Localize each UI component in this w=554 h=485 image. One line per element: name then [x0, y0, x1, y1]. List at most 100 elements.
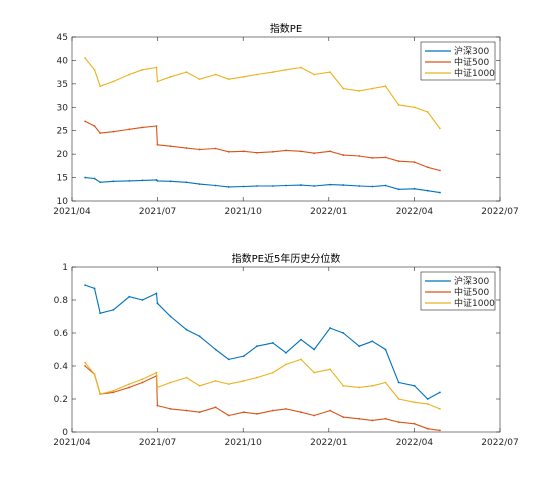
data-point [128, 383, 131, 386]
x-tick-label: 2022/07 [481, 207, 518, 217]
data-point [439, 127, 441, 130]
data-point [156, 302, 159, 305]
data-point [112, 389, 115, 392]
data-point [342, 184, 345, 186]
series-line-1 [85, 177, 440, 194]
data-point [185, 71, 188, 74]
data-point [358, 185, 361, 187]
legend-box [420, 271, 496, 311]
chart-1: 2021/04 2021/07 2021/10 2022/01 2022/04 2022/… [53, 22, 518, 217]
data-point [413, 187, 416, 190]
data-point [128, 128, 131, 131]
data-point [439, 191, 441, 194]
x-tick-label: 2022/07 [481, 438, 518, 448]
data-point [300, 358, 302, 361]
data-point [313, 371, 316, 374]
y-tick-label: 20 [57, 150, 69, 160]
legend-label: 中证500 [454, 286, 489, 298]
data-point [271, 150, 274, 153]
y-tick-label: 40 [57, 56, 69, 66]
data-point [242, 75, 245, 78]
data-point [358, 417, 361, 420]
data-point [329, 409, 332, 412]
data-point [169, 75, 172, 78]
y-tick-label: 0.4 [54, 362, 69, 372]
data-point [198, 335, 201, 338]
data-point [384, 381, 387, 384]
data-point [371, 87, 374, 90]
y-tick-label: 0.8 [54, 296, 69, 306]
data-point [426, 398, 429, 400]
data-point [426, 166, 429, 169]
data-point [426, 427, 429, 430]
legend-label: 沪深300 [454, 275, 489, 287]
data-point [155, 125, 158, 127]
data-point [371, 419, 374, 422]
series-line-2 [84, 365, 440, 431]
data-point [84, 361, 87, 364]
x-tick-label: 2022/01 [310, 207, 347, 217]
data-point [426, 111, 429, 113]
data-point [156, 404, 159, 407]
data-point [169, 145, 172, 148]
data-point [397, 160, 400, 163]
data-point [256, 412, 258, 415]
data-point [300, 411, 302, 414]
data-point [426, 189, 429, 192]
data-point [300, 150, 302, 153]
x-tick-label: 2021/10 [225, 438, 263, 448]
data-point [256, 376, 258, 379]
data-point [214, 379, 217, 382]
x-tick-label: 2021/10 [225, 207, 263, 217]
data-point [198, 384, 201, 387]
data-point [329, 368, 332, 371]
data-point [112, 80, 115, 83]
data-point [156, 143, 159, 146]
data-point [329, 183, 332, 186]
data-point [169, 180, 172, 183]
data-point [358, 89, 361, 92]
data-point [214, 348, 217, 351]
y-tick-label: 30 [57, 103, 69, 113]
data-point [185, 181, 188, 184]
y-tick-label: 1 [62, 263, 68, 273]
data-point [342, 384, 345, 387]
data-point [242, 185, 245, 188]
data-point [342, 87, 345, 90]
data-point [313, 73, 316, 76]
data-point [185, 147, 188, 149]
data-point [156, 386, 159, 389]
data-point [397, 421, 400, 423]
data-point [84, 57, 87, 59]
data-point [300, 184, 302, 186]
data-point [342, 154, 345, 156]
legend-label: 中证1000 [454, 67, 495, 79]
series-line-3 [84, 57, 441, 129]
data-point [256, 151, 258, 154]
data-point [285, 408, 287, 410]
data-point [93, 177, 96, 180]
x-tick-label: 2021/07 [139, 207, 176, 217]
data-point [112, 130, 115, 133]
data-point [141, 179, 144, 182]
data-point [227, 414, 230, 417]
data-point [128, 73, 131, 76]
data-point [227, 383, 230, 386]
data-point [397, 381, 400, 384]
data-point [93, 287, 96, 290]
chart-title: 指数PE [270, 22, 302, 35]
data-point [99, 312, 102, 315]
data-point [329, 150, 332, 153]
data-point [84, 365, 87, 367]
data-point [371, 340, 374, 343]
data-point [342, 416, 345, 419]
data-point [93, 125, 96, 127]
data-point [384, 348, 387, 351]
data-point [141, 299, 144, 301]
data-point [285, 149, 287, 152]
data-point [256, 185, 258, 187]
data-point [214, 147, 217, 150]
data-point [242, 411, 245, 414]
y-tick-label: 0.2 [54, 395, 68, 405]
data-point [371, 185, 374, 188]
